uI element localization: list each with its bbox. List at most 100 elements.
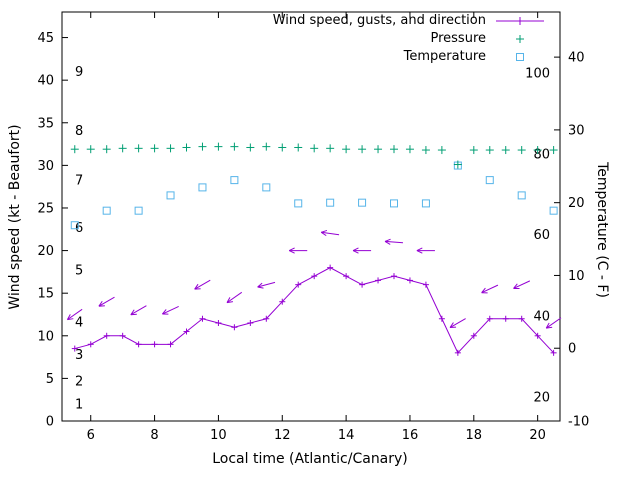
gust-direction-arrow-shaft (545, 317, 562, 329)
y-axis-title-right: Temperature (C - F) (594, 162, 610, 298)
x-tick-label: 10 (210, 428, 227, 443)
legend-label-temperature: Temperature (403, 49, 486, 64)
temperature-square-sample-icon (516, 52, 524, 61)
temperature-marker (390, 199, 398, 208)
beaufort-scale-label: 1 (75, 397, 83, 412)
y-right-tick-label: 40 (568, 51, 585, 66)
gust-direction-arrow-head (481, 287, 486, 294)
gust-direction-arrow-shaft (449, 318, 466, 328)
gust-direction-arrow-head (545, 322, 550, 329)
gust-direction-arrow-shaft (321, 231, 340, 236)
gust-direction-arrow-shaft (513, 280, 531, 289)
gust-direction-arrow-shaft (162, 305, 179, 315)
gust-direction-arrow-shaft (194, 279, 211, 290)
y-left-tick-label: 5 (46, 372, 54, 387)
gust-direction-arrow-head (66, 314, 71, 320)
gust-direction-arrow-head (352, 250, 359, 254)
gust-direction-arrow-head (320, 231, 327, 237)
temperature-marker (134, 206, 143, 215)
gust-direction-arrow-head (98, 300, 103, 307)
beaufort-scale-label: 3 (75, 348, 83, 363)
y-left-tick-label: 30 (37, 159, 54, 174)
x-tick-label: 8 (150, 428, 158, 443)
gust-direction-arrow-head (416, 247, 423, 252)
y-left-tick-label: 40 (37, 74, 54, 89)
beaufort-scale-label: 8 (75, 124, 83, 139)
y-left-tick-label: 35 (37, 116, 54, 131)
temperature-marker (294, 199, 303, 208)
fahrenheit-scale-label: 100 (525, 67, 550, 82)
gust-direction-arrow-head (67, 318, 74, 321)
x-axis-title: Local time (Atlantic/Canary) (212, 451, 408, 467)
y-right-tick-label: 20 (568, 196, 585, 211)
gust-direction-arrow-head (352, 247, 359, 252)
beaufort-scale-label: 5 (75, 264, 83, 279)
fahrenheit-scale-label: 20 (533, 390, 550, 405)
gust-direction-arrow-head (194, 283, 199, 290)
beaufort-scale-label: 7 (75, 173, 83, 188)
temperature-marker (70, 221, 79, 230)
gust-direction-arrow-head (257, 286, 264, 289)
x-tick-label: 12 (274, 428, 291, 443)
temperature-marker (358, 198, 367, 207)
y-left-tick-label: 25 (37, 201, 54, 216)
y-right-tick-label: -10 (568, 415, 589, 430)
gust-direction-arrow-head (546, 326, 553, 329)
gust-direction-arrow-shaft (384, 240, 404, 244)
gust-direction-arrow-shaft (98, 296, 115, 307)
y-left-tick-label: 10 (37, 329, 54, 344)
gust-direction-arrow-shaft (257, 281, 276, 288)
beaufort-scale-label: 2 (75, 374, 83, 389)
y-left-tick-label: 15 (37, 287, 54, 302)
y-right-tick-label: 30 (568, 123, 585, 138)
y-left-tick-label: 45 (37, 31, 54, 46)
x-tick-label: 16 (402, 428, 419, 443)
gust-direction-arrow-head (161, 309, 167, 315)
x-tick-label: 18 (466, 428, 483, 443)
x-tick-label: 6 (87, 428, 95, 443)
legend-sample-shape (516, 52, 524, 61)
gust-direction-arrow-head (513, 283, 518, 289)
gust-direction-arrow-shaft (226, 291, 243, 304)
legend-item-wind: Wind speed, gusts, and direction (273, 13, 548, 28)
fahrenheit-scale-label: 40 (533, 310, 550, 325)
y-left-tick-label: 0 (46, 415, 54, 430)
y-right-tick-label: 0 (568, 342, 576, 357)
legend-label-wind: Wind speed, gusts, and direction (272, 13, 486, 28)
beaufort-scale-label: 4 (75, 316, 83, 331)
y-right-tick-label: 10 (568, 269, 585, 284)
gust-direction-arrow-head (449, 322, 454, 328)
wind-linespoints-sample-icon (496, 16, 544, 25)
wind-speed-line (74, 267, 554, 354)
gust-direction-arrow-shaft (67, 308, 83, 321)
temperature-marker (102, 206, 111, 215)
gust-direction-arrow-head (384, 241, 391, 245)
plot-border (61, 11, 561, 422)
gust-direction-arrow-head (257, 282, 263, 288)
legend-item-temperature: Temperature (404, 49, 548, 64)
temperature-marker (421, 199, 430, 208)
temperature-marker (262, 183, 271, 192)
y-axis-title-left: Wind speed (kt - Beaufort) (7, 124, 23, 310)
gust-direction-arrow-shaft (481, 284, 499, 294)
gust-direction-arrow-head (384, 238, 391, 242)
gust-direction-arrow-head (226, 297, 231, 303)
x-tick-label: 14 (338, 428, 355, 443)
chart-legend: Wind speed, gusts, and direction Pressur… (273, 13, 548, 64)
gust-direction-arrow-head (226, 301, 234, 304)
temperature-marker (485, 176, 494, 185)
gust-direction-arrow-head (416, 250, 423, 254)
gust-direction-arrow-head (321, 229, 328, 233)
legend-item-pressure: Pressure (430, 31, 548, 46)
beaufort-scale-label: 6 (75, 221, 83, 236)
gust-direction-arrow-head (289, 247, 295, 252)
gust-direction-arrow-head (130, 309, 135, 316)
temperature-marker (230, 176, 239, 185)
temperature-marker (549, 206, 558, 215)
beaufort-scale-label: 9 (75, 65, 83, 80)
fahrenheit-scale-label: 60 (533, 228, 550, 243)
pressure-plus-sample-icon (516, 34, 524, 43)
gust-direction-arrow-head (289, 250, 295, 254)
